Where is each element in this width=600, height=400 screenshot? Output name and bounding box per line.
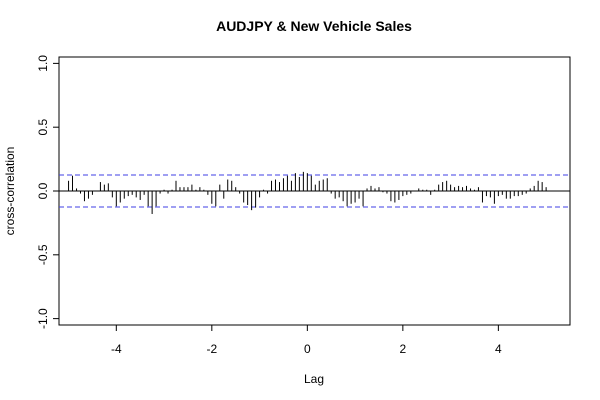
x-tick-label: 0 <box>304 342 311 356</box>
x-axis: -4 -2 0 2 4 <box>111 325 502 356</box>
x-tick-label: -4 <box>111 342 122 356</box>
correlation-bars <box>68 171 547 214</box>
x-tick-label: 4 <box>495 342 502 356</box>
x-tick-label: -2 <box>206 342 217 356</box>
y-axis: -1.0 -0.5 0.0 0.5 1.0 <box>36 55 59 329</box>
x-tick-label: 2 <box>400 342 407 356</box>
y-tick-label: -1.0 <box>36 308 50 329</box>
x-axis-label: Lag <box>304 372 324 386</box>
y-tick-label: -0.5 <box>36 244 50 265</box>
y-tick-label: 0.0 <box>36 182 50 199</box>
y-tick-label: 1.0 <box>36 55 50 72</box>
confidence-band <box>59 174 570 208</box>
y-tick-label: 0.5 <box>36 119 50 136</box>
chart-title: AUDJPY & New Vehicle Sales <box>216 18 412 34</box>
y-axis-label: cross-correlation <box>3 147 17 236</box>
